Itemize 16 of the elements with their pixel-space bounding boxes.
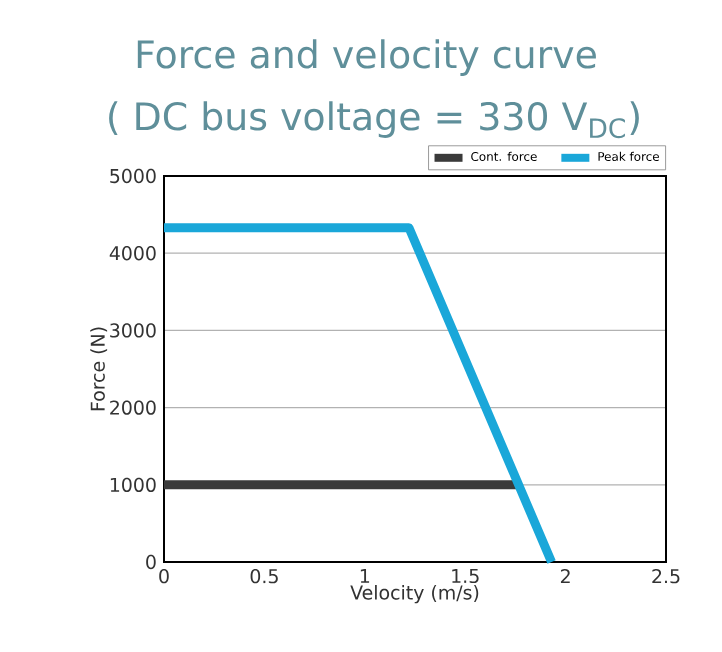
y-tick-label: 0 xyxy=(146,554,156,570)
x-tick-label: 0.5 xyxy=(250,569,278,584)
x-tick-label: 2.5 xyxy=(652,569,680,584)
x-tick-label: 1 xyxy=(360,569,370,583)
y-axis-title: Force (N) xyxy=(90,327,108,411)
x-tick-label: 1.5 xyxy=(452,569,479,584)
chart-subtitle: ( DC bus voltage = 330 V$_{DC}$) xyxy=(109,101,639,139)
y-tick-label: 2000 xyxy=(110,400,156,415)
x-tick-label: 0 xyxy=(159,569,169,584)
x-tick-label: 2 xyxy=(560,569,570,584)
y-tick-label: 3000 xyxy=(110,323,156,338)
y-tick-label: 5000 xyxy=(110,168,156,184)
chart-title: Force and velocity curve xyxy=(137,39,596,76)
y-tick-label: 4000 xyxy=(109,246,156,261)
y-tick-label: 1000 xyxy=(110,477,156,492)
x-axis-title: Velocity (m/s) xyxy=(350,585,479,604)
